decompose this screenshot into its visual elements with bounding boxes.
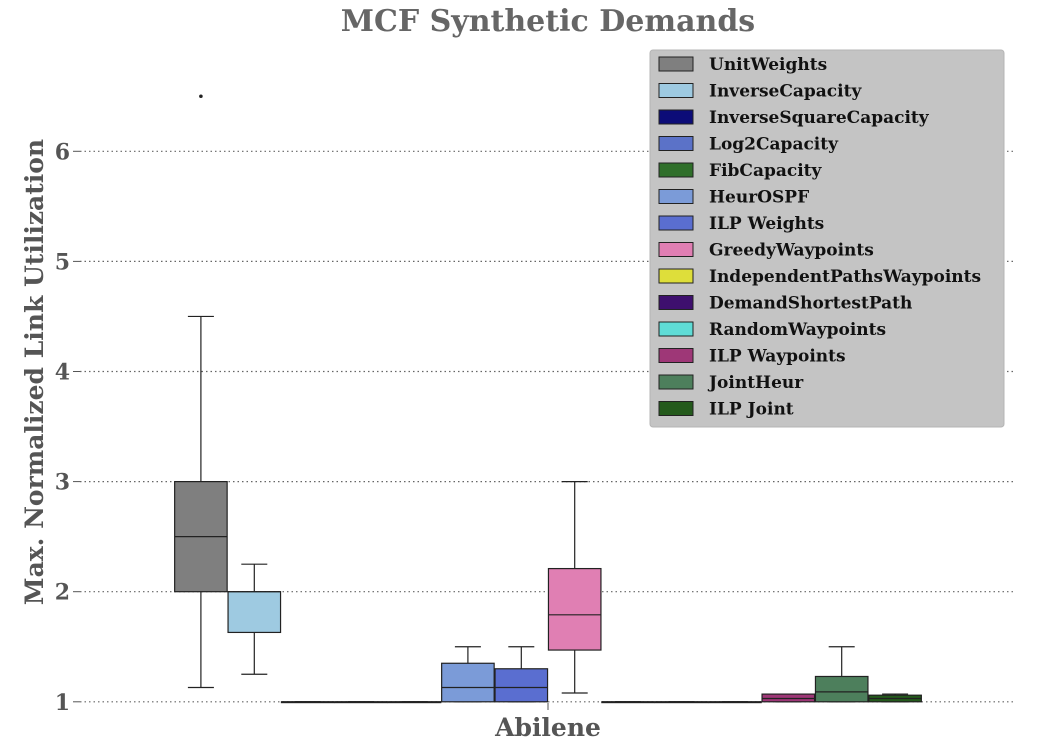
box-ilp-waypoints: [761, 693, 816, 703]
box-unitweights: [174, 94, 228, 689]
box-body: [441, 662, 495, 703]
legend-swatch: [658, 348, 694, 363]
legend-label: HeurOSPF: [709, 188, 809, 208]
box-body: [227, 591, 282, 634]
legend-label: IndependentPathsWaypoints: [709, 267, 981, 287]
legend-swatch: [658, 268, 694, 284]
legend-swatch: [658, 321, 694, 337]
box-ilp-weights: [494, 646, 549, 703]
box-demandshortestpath: [654, 701, 709, 704]
legend-label: GreedyWaypoints: [709, 241, 874, 261]
legend-label: InverseCapacity: [709, 82, 862, 102]
legend-label: FibCapacity: [709, 161, 823, 181]
box-greedywaypoints: [547, 480, 602, 694]
y-tick-label: 1: [55, 690, 70, 716]
y-tick-label: 5: [55, 249, 70, 275]
box-independentpathswaypoints: [601, 701, 655, 704]
box-body: [814, 675, 869, 703]
y-tick-label: 3: [55, 470, 70, 496]
legend-label: ILP Joint: [709, 400, 794, 420]
box-jointheur: [814, 646, 869, 703]
legend-swatch: [658, 56, 694, 72]
legend-swatch: [658, 83, 694, 98]
legend-label: ILP Weights: [709, 214, 824, 234]
box-fibcapacity: [387, 701, 442, 704]
legend-swatch: [658, 242, 694, 257]
box-heurospf: [441, 646, 495, 703]
legend: UnitWeights InverseCapacity InverseSquareC…: [649, 49, 1005, 428]
y-tick-label: 4: [55, 359, 70, 385]
legend-label: DemandShortestPath: [709, 294, 912, 314]
box-inversesquarecapacity: [280, 701, 335, 704]
box-body: [547, 567, 602, 651]
y-ticks: 1 2 3 4 5 6: [55, 139, 80, 716]
legend-label: UnitWeights: [709, 55, 827, 75]
legend-swatch: [658, 162, 694, 178]
legend-label: ILP Waypoints: [709, 347, 846, 367]
legend-swatch: [658, 295, 694, 310]
legend-swatch: [658, 374, 694, 390]
legend-frame: [649, 49, 1005, 428]
legend-label: InverseSquareCapacity: [709, 108, 930, 128]
legend-label: RandomWaypoints: [709, 320, 886, 340]
legend-label: JointHeur: [707, 373, 804, 393]
box-log2capacity: [334, 701, 388, 704]
box-ilp-joint: [868, 693, 922, 703]
x-axis-label: Abilene: [494, 713, 601, 742]
legend-swatch: [658, 401, 694, 416]
chart-title: MCF Synthetic Demands: [341, 4, 755, 39]
box-body: [494, 668, 549, 703]
legend-label: Log2Capacity: [709, 135, 839, 155]
boxes: [174, 94, 922, 704]
legend-swatch: [658, 136, 694, 151]
box-inversecapacity: [227, 563, 282, 675]
legend-swatch: [658, 109, 694, 125]
y-axis-label: Max. Normalized Link Utilization: [20, 139, 49, 605]
box-randomwaypoints: [708, 701, 762, 704]
legend-swatch: [658, 189, 694, 204]
y-tick-label: 2: [55, 580, 70, 606]
y-tick-label: 6: [55, 139, 70, 165]
outlier-point: [199, 94, 203, 99]
legend-swatch: [658, 215, 694, 231]
